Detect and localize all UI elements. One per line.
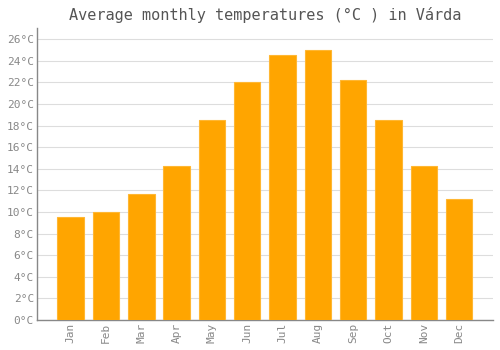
Bar xyxy=(58,217,84,320)
Bar xyxy=(446,199,472,320)
Bar xyxy=(128,194,154,320)
Bar xyxy=(410,166,437,320)
Bar xyxy=(304,50,331,320)
Bar xyxy=(198,120,225,320)
Title: Average monthly temperatures (°C ) in Várda: Average monthly temperatures (°C ) in Vá… xyxy=(68,7,461,23)
Bar xyxy=(375,120,402,320)
Bar xyxy=(93,212,120,320)
Bar xyxy=(234,82,260,320)
Bar xyxy=(270,55,296,320)
Bar xyxy=(340,80,366,320)
Bar xyxy=(164,166,190,320)
